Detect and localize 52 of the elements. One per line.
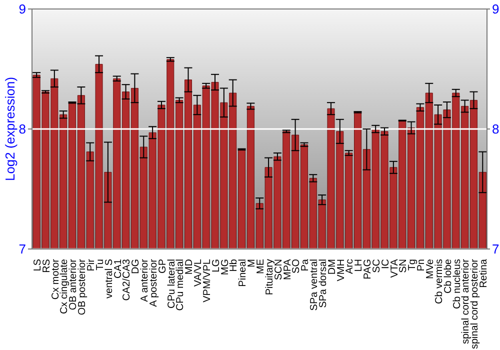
x-tick-label: Pineal (238, 259, 249, 287)
x-tick-label: RS (41, 258, 52, 273)
x-tick-label: CA1 (112, 258, 124, 278)
x-tick-label: Arc (344, 259, 356, 274)
y2-tick-label: 9 (492, 2, 500, 17)
x-tick-label: VMH (336, 259, 347, 282)
x-tick-label: SPa dorsal (318, 259, 329, 308)
y-tick-label: 8 (18, 122, 26, 137)
x-tick-label: Pituitary (264, 259, 276, 296)
x-tick-label: PAG (362, 258, 374, 280)
x-tick-label: Tu (94, 259, 106, 270)
x-tick-label: GP (157, 258, 168, 274)
x-tick-label: DM (326, 259, 338, 275)
y2-tick-label: 8 (492, 122, 500, 137)
x-tick-label: SCN (273, 259, 284, 280)
x-tick-label: Pir (86, 258, 97, 272)
x-tick-label: Tg (407, 259, 418, 271)
x-tick-label: Cb lobe (442, 258, 454, 294)
y2-tick-label: 7 (492, 242, 500, 257)
x-tick-label: ME (256, 258, 266, 274)
y-axis-title: Log2 (expression) (2, 76, 18, 182)
x-tick-label: A anterior (140, 258, 151, 302)
x-tick-label: CPu medial (175, 259, 186, 311)
y-tick-label: 9 (18, 2, 26, 17)
x-tick-label: SO (291, 258, 302, 274)
x-tick-label: VPM/VPL (202, 258, 213, 302)
x-tick-label: Pa (300, 258, 312, 272)
x-tick-label: SN (398, 259, 410, 273)
x-tick-label: spinal cord anterior (460, 258, 472, 344)
x-tick-label: LG (210, 258, 222, 272)
x-tick-label: Cb nucleus (452, 259, 463, 310)
x-tick-label: MVe (425, 258, 436, 280)
x-tick-label: VTA (389, 258, 400, 278)
x-tick-label: OB posterior (77, 258, 88, 316)
x-tick-label: Cx cingulate (59, 258, 70, 314)
x-tick-label: Hb (228, 258, 240, 272)
x-tick-label: IC (380, 259, 392, 269)
x-tick-label: SC (371, 259, 382, 273)
x-tick-label: LH (354, 259, 365, 272)
x-tick-label: M (246, 259, 258, 268)
x-tick-label: LS (32, 258, 44, 272)
x-tick-label: A posterior (148, 258, 160, 307)
x-tick-label: spinal cord posterior (470, 258, 481, 350)
x-tick-label: Pn (416, 259, 428, 272)
x-tick-label: Cb vermis (434, 259, 445, 304)
x-tick-label: CA2/CA3 (122, 258, 133, 301)
y-tick-label: 7 (18, 242, 26, 257)
x-tick-label: MPA (282, 258, 294, 280)
x-tick-label: DG (130, 258, 142, 274)
x-tick-label: OB anterior (68, 258, 80, 310)
x-tick-label: Retina (478, 258, 490, 288)
x-tick-label: ventral S (104, 258, 115, 298)
